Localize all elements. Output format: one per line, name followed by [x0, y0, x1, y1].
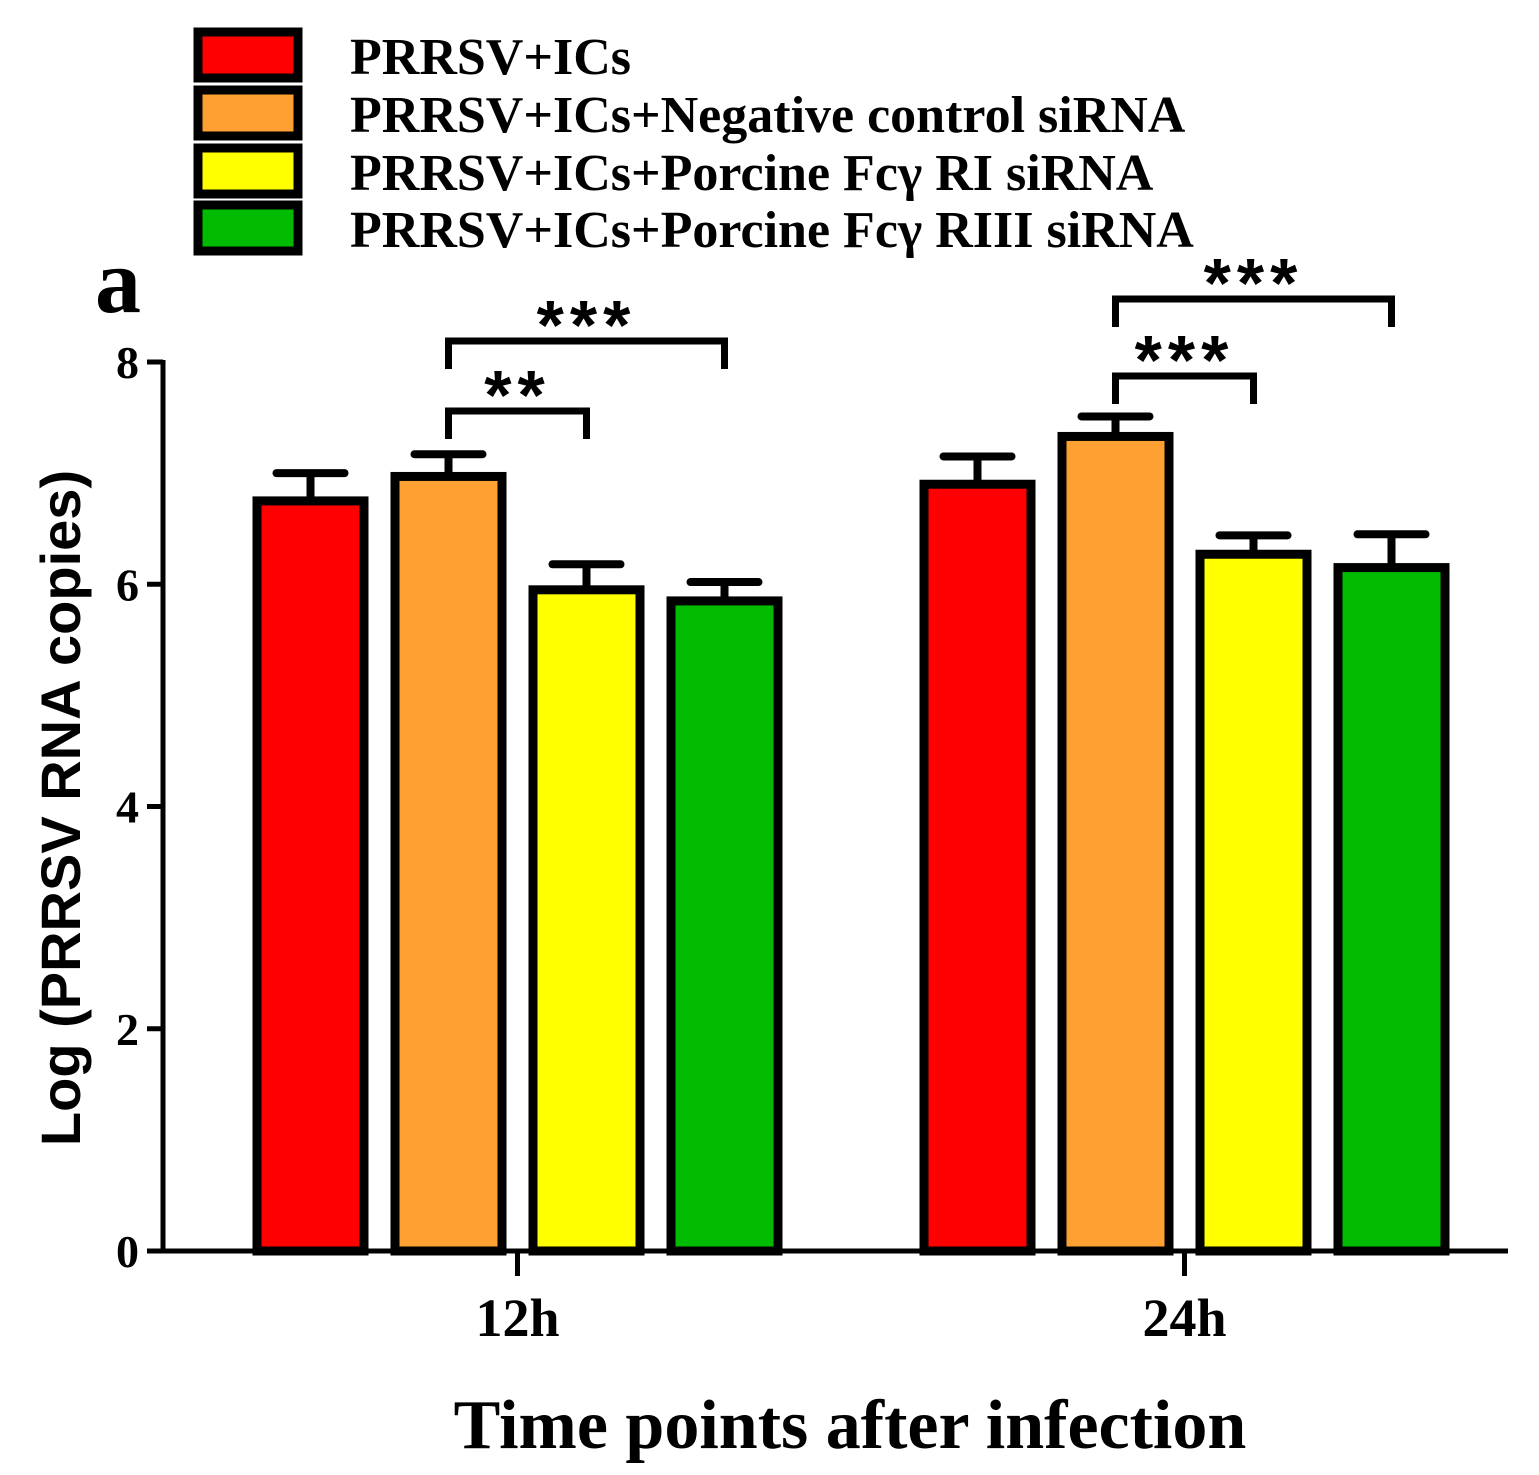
significance-brackets: ***** ****** [445, 244, 1395, 439]
y-tick-label: 2 [116, 1004, 139, 1055]
bars [252, 412, 1450, 1256]
significance-bracket [445, 337, 728, 369]
y-tick-label: 6 [116, 559, 139, 610]
bar [666, 596, 783, 1256]
y-tick-label: 8 [116, 337, 139, 388]
y-axis-title: Log (PRRSV RNA copies) [29, 470, 92, 1146]
bar [1057, 431, 1174, 1256]
significance-bracket [1112, 372, 1257, 404]
bar [1195, 549, 1312, 1256]
legend-swatch [193, 85, 303, 141]
legend-label: PRRSV+ICs [350, 29, 631, 86]
significance-label: *** [537, 286, 637, 364]
significance-label: *** [1135, 321, 1235, 399]
legend-label: PRRSV+ICs+Negative control siRNA [350, 87, 1186, 144]
significance-bracket [445, 407, 590, 439]
significance-bracket [1112, 295, 1395, 327]
x-tick-label: 24h [1142, 1288, 1226, 1348]
panel-label: a [95, 230, 141, 332]
y-tick-label: 0 [116, 1226, 139, 1277]
x-tick-label: 12h [475, 1288, 559, 1348]
bar [528, 585, 645, 1256]
x-axis-title: Time points after infection [454, 1387, 1247, 1464]
significance-label: *** [1204, 244, 1304, 322]
significance-label: ** [484, 356, 550, 434]
bar [919, 479, 1036, 1256]
bar [1333, 563, 1450, 1256]
legend-label: PRRSV+ICs+Porcine Fcγ RIII siRNA [350, 202, 1194, 259]
legend-swatch [193, 143, 303, 199]
legend-label: PRRSV+ICs+Porcine Fcγ RI siRNA [350, 145, 1154, 202]
bar [252, 496, 369, 1256]
bar [390, 471, 507, 1256]
y-tick-label: 4 [116, 782, 139, 833]
legend-swatch [193, 27, 303, 83]
axes: 0 2 4 6 8 12h 24h [116, 337, 1508, 1348]
legend-swatch [193, 200, 303, 256]
